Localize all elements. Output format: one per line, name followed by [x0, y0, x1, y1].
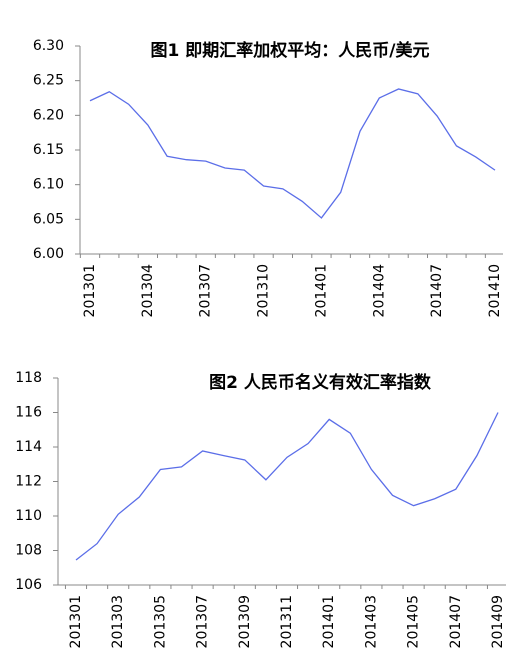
x-tick-label: 201401: [313, 264, 329, 317]
y-tick-label: 114: [15, 439, 42, 455]
x-tick-label: 201410: [487, 264, 503, 317]
y-tick-label: 112: [15, 474, 42, 490]
y-tick-label: 6.10: [33, 177, 64, 193]
y-tick-label: 6.25: [33, 73, 64, 89]
x-tick-label: 201303: [110, 595, 126, 648]
y-tick-label: 6.00: [33, 246, 64, 262]
x-tick-label: 201407: [448, 595, 464, 648]
x-tick-label: 201301: [68, 595, 84, 648]
y-tick-label: 6.30: [33, 38, 64, 54]
x-tick-label: 201310: [256, 264, 272, 317]
y-tick-label: 6.15: [33, 142, 64, 158]
x-tick-label: 201304: [140, 264, 156, 318]
y-tick-label: 116: [15, 405, 42, 421]
y-tick-label: 118: [15, 370, 42, 386]
y-tick-label: 6.05: [33, 211, 64, 227]
y-tick-label: 6.20: [33, 107, 64, 123]
x-tick-label: 201407: [429, 264, 445, 317]
x-tick-label: 201403: [363, 595, 379, 648]
x-tick-label: 201307: [198, 264, 214, 317]
x-tick-label: 201404: [371, 264, 387, 318]
x-tick-label: 201311: [279, 595, 295, 648]
y-tick-label: 110: [15, 508, 42, 524]
x-tick-label: 201305: [152, 595, 168, 648]
x-tick-label: 201405: [406, 595, 422, 648]
line-series: [75, 412, 499, 561]
x-tick-label: 201307: [195, 595, 211, 648]
x-tick-label: 201301: [82, 264, 98, 317]
x-tick-label: 201409: [490, 595, 506, 648]
chart-title: 图2 人民币名义有效汇率指数: [209, 373, 431, 393]
line-series: [89, 88, 496, 219]
x-tick-label: 201309: [237, 595, 253, 648]
x-tick-label: 201401: [321, 595, 337, 648]
chart-title: 图1 即期汇率加权平均：人民币/美元: [150, 41, 430, 61]
y-tick-label: 108: [15, 543, 42, 559]
y-tick-label: 106: [15, 577, 42, 593]
